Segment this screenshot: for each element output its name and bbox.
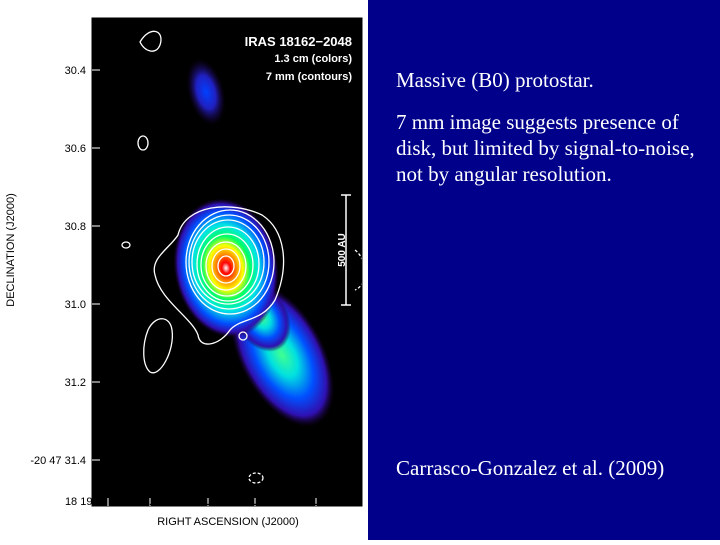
y-tick-label: 30.4: [65, 65, 86, 77]
slide-citation: Carrasco-Gonzalez et al. (2009): [396, 456, 665, 480]
y-tick-label: 31.2: [65, 377, 86, 389]
x-tick-label: 12.11: [137, 496, 164, 508]
y-tick-labels: 30.4 30.6 30.8 31.0 31.2 -20 47 31.4: [30, 65, 86, 467]
x-tick-label: 18 19 12.12: [65, 496, 123, 508]
x-tick-marks: [107, 498, 317, 506]
y-tick-label: 31.0: [65, 299, 86, 311]
slide-text-protostar: Massive (B0) protostar.: [396, 68, 594, 92]
x-tick-labels: 18 19 12.12 12.11 12.10 12.09 12.08: [65, 496, 330, 508]
x-tick-label: 12.10: [194, 496, 222, 508]
scale-bar-label: 500 AU: [337, 233, 348, 267]
figure-panel: IRAS 18162−2048 1.3 cm (colors) 7 mm (co…: [5, 17, 363, 528]
x-tick-label: 12.09: [241, 496, 269, 508]
emission-map: [121, 30, 362, 484]
text-panel: Massive (B0) protostar. 7 mm image sugge…: [368, 0, 720, 540]
legend-colors: 1.3 cm (colors): [274, 53, 352, 65]
y-tick-label: 30.8: [65, 221, 86, 233]
legend-contours: 7 mm (contours): [266, 71, 353, 83]
radio-map-figure: IRAS 18162−2048 1.3 cm (colors) 7 mm (co…: [5, 17, 363, 528]
figure-title: IRAS 18162−2048: [245, 34, 352, 49]
plot-frame: [91, 17, 363, 507]
x-tick-label: 12.08: [302, 496, 330, 508]
y-tick-marks: [92, 69, 100, 461]
slide-text-disk: 7 mm image suggests presence of disk, bu…: [396, 110, 695, 186]
y-tick-label: 30.6: [65, 143, 86, 155]
contours-7mm: [121, 30, 362, 484]
x-axis-label: RIGHT ASCENSION (J2000): [157, 516, 299, 528]
y-axis-label: DECLINATION (J2000): [5, 193, 17, 307]
y-tick-label: -20 47 31.4: [30, 455, 86, 467]
scale-bar: [341, 194, 351, 306]
